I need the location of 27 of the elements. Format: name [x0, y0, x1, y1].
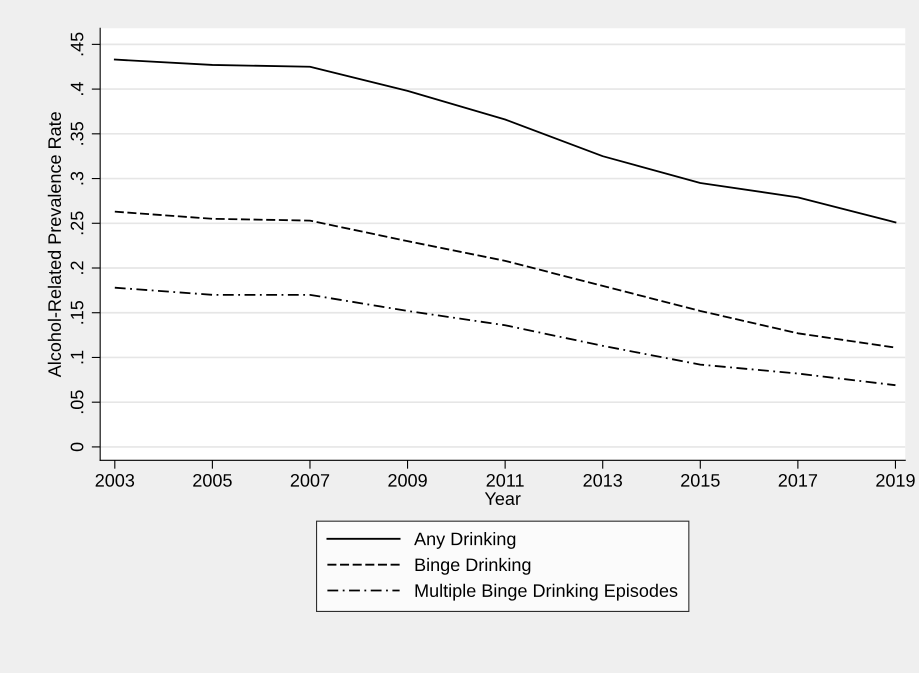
legend-label: Multiple Binge Drinking Episodes — [416, 584, 678, 601]
x-tick-label: 2003 — [96, 474, 134, 487]
x-tick-label: 2007 — [290, 474, 330, 487]
x-tick-label: 2019 — [876, 474, 915, 487]
y-tick-label: .15 — [70, 300, 84, 324]
x-tick-label: 2009 — [388, 474, 427, 487]
x-tick-label: 2013 — [584, 474, 622, 487]
x-axis-title: Year — [484, 492, 521, 506]
line-series — [114, 58, 896, 224]
y-tick-label: .25 — [70, 211, 84, 234]
y-tick-label: .4 — [70, 82, 84, 95]
x-tick-label: 2015 — [681, 474, 720, 487]
y-tick-label: .05 — [70, 390, 84, 414]
y-tick-label: .45 — [70, 32, 84, 56]
x-tick-label: 2011 — [486, 474, 524, 487]
x-tick-label: 2005 — [193, 474, 232, 487]
y-tick-label: .2 — [70, 261, 84, 274]
line-series — [114, 286, 896, 386]
y-tick-label: .1 — [70, 350, 84, 364]
y-tick-label: .35 — [70, 122, 84, 145]
legend-label: Any Drinking — [414, 532, 516, 549]
x-tick-label: 2017 — [778, 474, 818, 487]
line-series — [114, 210, 896, 349]
legend-label: Binge Drinking — [416, 558, 530, 575]
y-tick-label: 0 — [70, 442, 84, 452]
y-tick-label: .3 — [70, 172, 84, 184]
y-axis-title: Alcohol-Related Prevalence Rate — [48, 112, 62, 378]
